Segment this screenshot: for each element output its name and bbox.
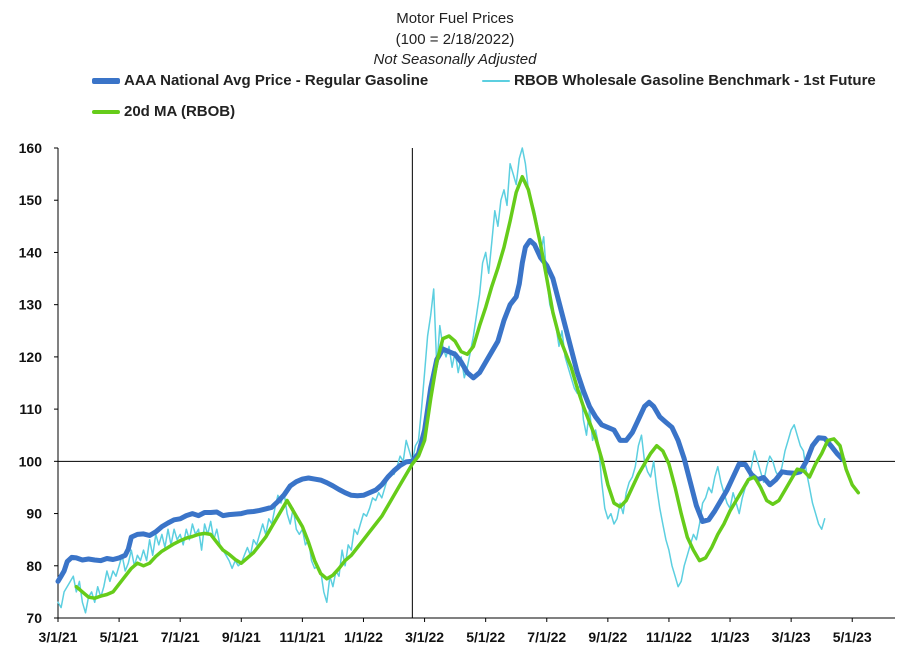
series-line-aaa bbox=[55, 237, 846, 584]
legend-swatch-aaa bbox=[92, 77, 120, 84]
series-line-ma bbox=[74, 174, 861, 600]
x-tick-label: 11/1/21 bbox=[279, 629, 325, 645]
x-tick-label: 7/1/22 bbox=[527, 629, 566, 645]
legend-swatch-rbob bbox=[482, 79, 510, 82]
legend-label-ma: 20d MA (RBOB) bbox=[124, 103, 236, 120]
chart-subtitle: (100 = 2/18/2022) bbox=[395, 31, 515, 48]
y-tick-label: 110 bbox=[19, 401, 42, 417]
y-tick-label: 130 bbox=[19, 297, 43, 313]
y-tick-label: 70 bbox=[26, 610, 42, 626]
legend-label-aaa: AAA National Avg Price - Regular Gasolin… bbox=[124, 72, 429, 89]
y-tick-label: 100 bbox=[19, 453, 43, 469]
x-tick-label: 3/1/23 bbox=[772, 629, 811, 645]
legend-item-aaa: AAA National Avg Price - Regular Gasolin… bbox=[92, 72, 428, 89]
x-tick-label: 3/1/22 bbox=[405, 629, 444, 645]
y-tick-label: 90 bbox=[26, 506, 42, 522]
x-tick-label: 3/1/21 bbox=[39, 629, 78, 645]
legend-item-ma: 20d MA (RBOB) bbox=[92, 103, 235, 120]
x-tick-label: 11/1/22 bbox=[646, 629, 692, 645]
y-tick-label: 160 bbox=[19, 140, 43, 156]
x-tick-label: 5/1/22 bbox=[466, 629, 505, 645]
chart-subtitle-2: Not Seasonally Adjusted bbox=[373, 51, 537, 68]
y-tick-label: 80 bbox=[26, 558, 42, 574]
legend-swatch-ma bbox=[92, 109, 120, 114]
y-tick-label: 150 bbox=[19, 192, 43, 208]
x-tick-label: 5/1/21 bbox=[100, 629, 139, 645]
x-tick-label: 1/1/22 bbox=[344, 629, 383, 645]
y-tick-label: 140 bbox=[19, 244, 43, 260]
legend-item-rbob: RBOB Wholesale Gasoline Benchmark - 1st … bbox=[482, 72, 876, 89]
chart-title: Motor Fuel Prices bbox=[396, 10, 514, 27]
x-tick-label: 1/1/23 bbox=[711, 629, 750, 645]
y-tick-label: 120 bbox=[19, 349, 43, 365]
x-tick-label: 9/1/22 bbox=[588, 629, 627, 645]
x-tick-label: 9/1/21 bbox=[222, 629, 261, 645]
legend-label-rbob: RBOB Wholesale Gasoline Benchmark - 1st … bbox=[514, 72, 876, 89]
x-tick-label: 7/1/21 bbox=[161, 629, 200, 645]
x-tick-label: 5/1/23 bbox=[833, 629, 872, 645]
